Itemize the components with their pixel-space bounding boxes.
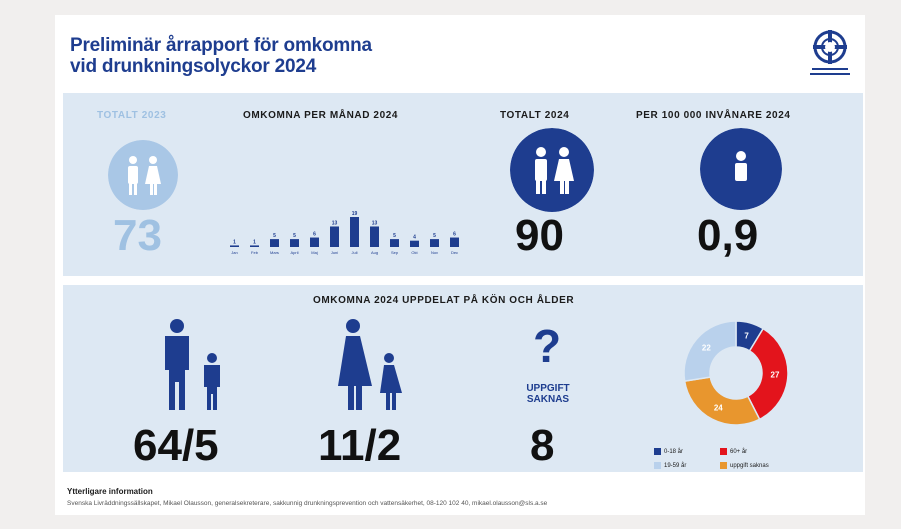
report-title: Preliminär årrapport för omkomna vid dru… — [70, 35, 372, 77]
legend-0-18: 0-18 år — [654, 448, 683, 455]
month-value-label: 1 — [253, 239, 256, 245]
month-value-label: 19 — [352, 211, 358, 217]
question-mark-icon: ? — [533, 320, 562, 372]
donut-slice — [746, 327, 789, 421]
donut-value-label: 7 — [744, 331, 749, 340]
legend-swatch-0-18 — [654, 448, 661, 455]
month-label: Dec — [451, 250, 458, 255]
legend-label-0-18: 0-18 år — [664, 449, 684, 456]
saknas-line-1: UPPGIFT — [526, 383, 570, 394]
month-bar — [330, 226, 339, 247]
month-bar — [390, 239, 399, 247]
month-value-label: 6 — [313, 232, 316, 238]
month-bar — [290, 239, 299, 247]
men-value: 64/5 — [133, 421, 219, 470]
month-bar — [410, 240, 419, 247]
legend-swatch-19-59 — [654, 462, 661, 469]
donut-slice — [683, 376, 761, 426]
lifesaving-society-logo — [810, 30, 850, 75]
month-label: Sep — [391, 250, 399, 255]
gender-age-panel — [63, 285, 863, 472]
legend-label-60plus: 60+ år — [730, 449, 748, 456]
footer-heading: Ytterligare information — [67, 487, 153, 496]
couple-icon — [510, 128, 594, 212]
month-label: Nov — [431, 250, 438, 255]
legend-label-saknas: uppgift saknas — [730, 463, 769, 470]
total-2024-label: TOTALT 2024 — [500, 110, 570, 121]
month-bar — [430, 239, 439, 247]
month-value-label: 13 — [372, 220, 378, 226]
donut-value-label: 27 — [771, 371, 780, 380]
month-bar — [250, 245, 259, 247]
total-2023-value: 73 — [113, 211, 162, 260]
title-line-2: vid drunkningsolyckor 2024 — [70, 56, 317, 77]
month-label: April — [290, 250, 298, 255]
couple-icon-faded — [108, 140, 178, 210]
month-value-label: 5 — [293, 233, 296, 239]
month-value-label: 4 — [413, 235, 416, 241]
month-bar — [270, 239, 279, 247]
month-value-label: 13 — [332, 220, 338, 226]
legend-60plus: 60+ år — [720, 448, 747, 455]
legend-saknas: uppgift saknas — [720, 462, 769, 469]
footer-contact: Svenska Livräddningssällskapet, Mikael O… — [67, 500, 548, 507]
month-bar — [350, 217, 359, 247]
saknas-label: UPPGIFT SAKNAS — [520, 383, 576, 405]
saknas-line-2: SAKNAS — [526, 394, 570, 405]
month-label: Maj — [311, 250, 318, 255]
legend-19-59: 19-59 år — [654, 462, 686, 469]
month-label: Juni — [331, 250, 338, 255]
woman-and-girl-icon — [338, 319, 402, 410]
month-value-label: 5 — [273, 233, 276, 239]
month-bar — [370, 226, 379, 247]
age-donut-chart: 7 27 24 22 — [683, 320, 789, 426]
month-label: Feb — [251, 250, 259, 255]
donut-value-label: 24 — [714, 404, 723, 413]
legend-swatch-60plus — [720, 448, 727, 455]
month-bar — [450, 237, 459, 247]
saknas-value: 8 — [530, 421, 555, 470]
month-value-label: 5 — [393, 233, 396, 239]
month-label: Mars — [270, 250, 279, 255]
gender-age-header: OMKOMNA 2024 UPPDELAT PÅ KÖN OCH ÅLDER — [313, 295, 575, 306]
legend-label-19-59: 19-59 år — [664, 463, 687, 470]
total-2024-value: 90 — [515, 211, 564, 260]
per-100k-value: 0,9 — [697, 211, 759, 260]
month-label: Jan — [231, 250, 237, 255]
donut-slice — [683, 320, 737, 382]
month-value-label: 6 — [453, 232, 456, 238]
legend-swatch-saknas — [720, 462, 727, 469]
monthly-bar-chart: 1 Jan 1 Feb 5 Mars 5 April 6 Maj 13 Juni 19 Juli 13 Aug… — [230, 211, 459, 255]
women-value: 11/2 — [318, 421, 402, 470]
man-and-boy-icon — [165, 319, 220, 410]
month-label: Okt — [411, 250, 418, 255]
total-2023-label: TOTALT 2023 — [97, 110, 167, 121]
per-month-label: OMKOMNA PER MÅNAD 2024 — [243, 110, 399, 121]
month-value-label: 1 — [233, 239, 236, 245]
month-bar — [230, 245, 239, 247]
month-label: Aug — [371, 250, 378, 255]
month-value-label: 5 — [433, 233, 436, 239]
month-label: Juli — [351, 250, 357, 255]
title-line-1: Preliminär årrapport för omkomna — [70, 35, 372, 56]
donut-value-label: 22 — [702, 344, 711, 353]
month-bar — [310, 237, 319, 247]
person-icon — [700, 128, 782, 210]
per-100k-label: PER 100 000 INVÅNARE 2024 — [636, 110, 791, 121]
